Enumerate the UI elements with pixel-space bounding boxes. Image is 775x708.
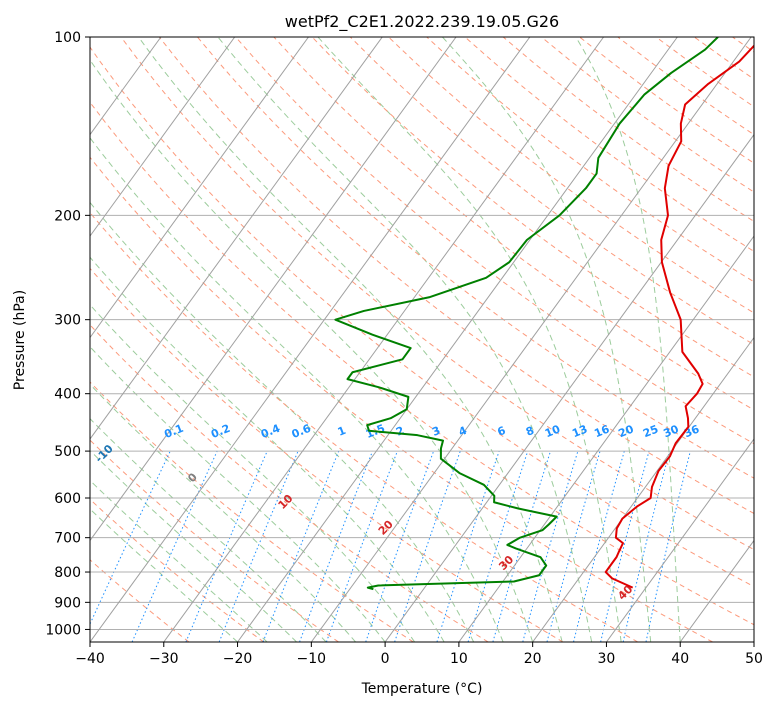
isotherm <box>90 37 383 440</box>
isotherm <box>90 37 531 642</box>
isotherm <box>606 438 754 642</box>
mixing-ratio-line <box>262 450 340 642</box>
moist-adiabats <box>90 37 681 642</box>
mixing-ratio-line <box>573 450 625 642</box>
y-tick-label: 800 <box>54 565 81 581</box>
y-tick-label: 900 <box>54 595 81 611</box>
mixing-ratio-label: 8 <box>524 424 536 439</box>
x-axis-ticks: −40 −30 −20 −10 0 10 20 30 40 50 <box>75 642 763 667</box>
moist-adiabat <box>90 479 268 642</box>
y-tick-label: 100 <box>54 30 81 46</box>
y-tick-label: 400 <box>54 387 81 403</box>
mixing-ratio-line <box>600 450 650 642</box>
y-axis-ticks: 100 200 300 400 500 600 700 800 900 1000 <box>45 30 90 638</box>
dry-adiabat <box>311 37 754 378</box>
moist-adiabat <box>90 449 297 642</box>
isotherm <box>90 37 457 542</box>
dry-adiabats <box>90 37 754 642</box>
moist-adiabat <box>217 37 593 642</box>
y-tick-label: 300 <box>54 313 81 329</box>
moist-adiabat <box>90 304 416 642</box>
dry-adiabat <box>197 37 754 479</box>
moist-adiabat <box>138 37 563 642</box>
mixing-ratio-label: 1 <box>336 424 348 439</box>
mixing-ratio-line <box>467 450 529 642</box>
mixing-ratio-label: 13 <box>570 422 589 440</box>
dry-adiabat <box>158 37 754 515</box>
isotherm <box>458 235 754 642</box>
moist-adiabat <box>442 37 652 642</box>
mixing-ratio-label: 25 <box>641 422 660 440</box>
y-tick-label: 700 <box>54 531 81 547</box>
mixing-ratio-label: 2 <box>394 424 406 439</box>
dry-adiabat <box>90 559 190 642</box>
x-tick-label: −10 <box>297 651 327 667</box>
dry-adiabat <box>90 46 754 588</box>
isotherm <box>237 37 678 642</box>
temperature-line <box>604 44 754 589</box>
moist-adiabat <box>90 137 504 642</box>
dry-adiabat <box>90 101 754 626</box>
x-tick-label: 30 <box>598 651 616 667</box>
moist-adiabat <box>90 383 356 642</box>
y-axis-label: Pressure (hPa) <box>12 290 28 390</box>
dewpoint-line <box>334 37 719 591</box>
mixing-ratio-label: 10 <box>543 422 562 440</box>
dry-adiabat <box>90 324 489 642</box>
mixing-ratio-line <box>622 450 671 642</box>
isotherm <box>532 336 754 642</box>
mixing-ratio-line <box>645 450 691 642</box>
mixing-ratio-line <box>185 450 268 642</box>
dry-adiabat <box>273 37 754 411</box>
dry-adiabat <box>90 156 713 642</box>
isotherm <box>90 37 309 339</box>
x-axis-label: Temperature (°C) <box>361 681 483 697</box>
mixing-ratio-label: 30 <box>662 422 681 440</box>
mixing-ratio-label: 20 <box>616 422 635 440</box>
x-tick-label: −20 <box>223 651 253 667</box>
moist-adiabat <box>90 59 534 642</box>
x-tick-label: 0 <box>381 651 390 667</box>
dry-adiabat <box>90 211 639 642</box>
x-tick-label: −30 <box>149 651 179 667</box>
chart-title: wetPf2_C2E1.2022.239.19.05.G26 <box>285 12 559 32</box>
mixing-ratio-line <box>299 450 374 642</box>
isotherm <box>384 133 754 642</box>
mixing-ratio-line <box>325 450 398 642</box>
moist-adiabat <box>317 37 622 642</box>
isotherm <box>90 37 236 237</box>
x-tick-label: −40 <box>75 651 105 667</box>
mixing-ratio-line <box>436 450 500 642</box>
y-tick-label: 200 <box>54 208 81 224</box>
mixing-ratio-line <box>218 450 299 642</box>
dry-adiabat <box>90 267 564 642</box>
mixing-ratio-label: 36 <box>682 422 701 440</box>
y-tick-label: 1000 <box>45 622 81 638</box>
dry-adiabat <box>388 37 754 314</box>
mixing-ratio-label: 3 <box>430 424 442 439</box>
moist-adiabat <box>90 201 475 642</box>
x-tick-label: 20 <box>524 651 542 667</box>
mixing-ratio-line <box>546 450 601 642</box>
moist-adiabat <box>575 37 681 642</box>
x-tick-label: 10 <box>450 651 468 667</box>
x-tick-label: 40 <box>671 651 689 667</box>
pressure-gridlines <box>90 37 754 630</box>
moist-adiabat <box>90 508 238 642</box>
sounding-series <box>334 37 754 591</box>
y-tick-label: 600 <box>54 491 81 507</box>
moist-adiabat <box>90 256 445 642</box>
isotherm <box>310 37 752 642</box>
x-tick-label: 50 <box>745 651 763 667</box>
plot-frame <box>89 36 755 643</box>
mixing-ratio-line <box>365 450 435 642</box>
y-tick-label: 500 <box>54 444 81 460</box>
mixing-ratio-label: 16 <box>592 422 611 440</box>
